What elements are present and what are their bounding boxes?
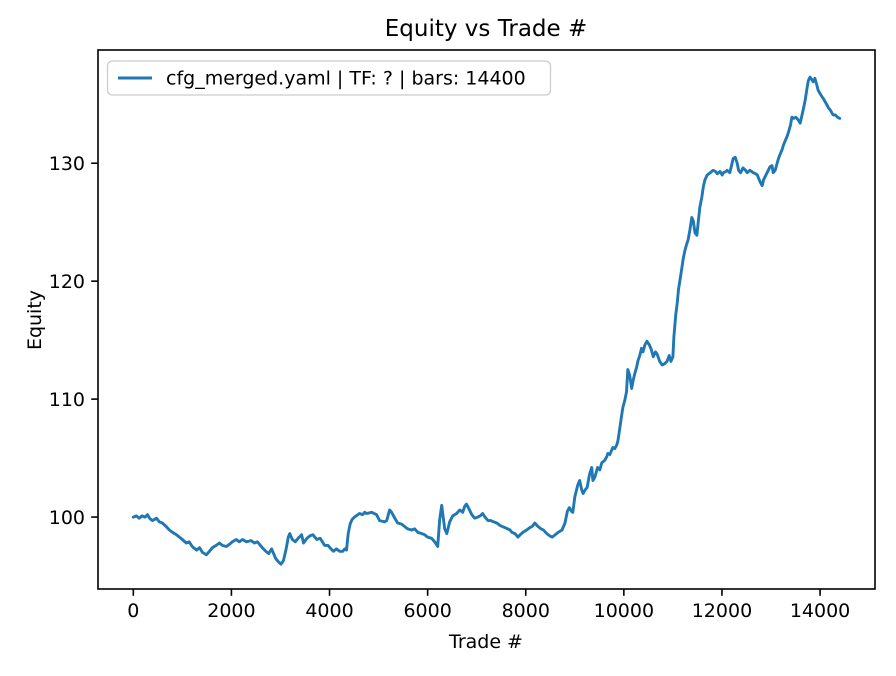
x-tick-label: 6000	[403, 600, 451, 622]
x-axis-tick-labels: 0 2000 4000 6000 8000 10000 12000 14000	[127, 600, 850, 622]
y-tick-label: 110	[49, 389, 85, 411]
x-tick-label: 14000	[790, 600, 850, 622]
equity-line-series	[131, 75, 842, 566]
plot-background	[98, 50, 875, 589]
legend-frame	[106, 60, 552, 96]
y-axis-tick-labels: 100 110 120 130	[49, 153, 85, 529]
y-axis-ticks	[91, 162, 98, 518]
x-tick-label: 10000	[594, 600, 654, 622]
legend-entry-label: cfg_merged.yaml | TF: ? | bars: 14400	[166, 68, 526, 90]
y-tick-label: 100	[49, 507, 85, 529]
x-tick-label: 2000	[207, 600, 255, 622]
x-axis-label: Trade #	[448, 631, 523, 653]
x-axis-ticks	[132, 589, 821, 596]
y-tick-label: 130	[49, 153, 85, 175]
x-tick-label: 12000	[692, 600, 752, 622]
chart-title: Equity vs Trade #	[385, 16, 588, 42]
y-axis-label: Equity	[24, 290, 46, 350]
y-tick-label: 120	[49, 271, 85, 293]
legend: cfg_merged.yaml | TF: ? | bars: 14400	[106, 60, 552, 96]
x-tick-label: 8000	[502, 600, 550, 622]
x-tick-label: 4000	[305, 600, 353, 622]
x-tick-label: 0	[127, 600, 139, 622]
plot-area-spines	[97, 49, 876, 590]
